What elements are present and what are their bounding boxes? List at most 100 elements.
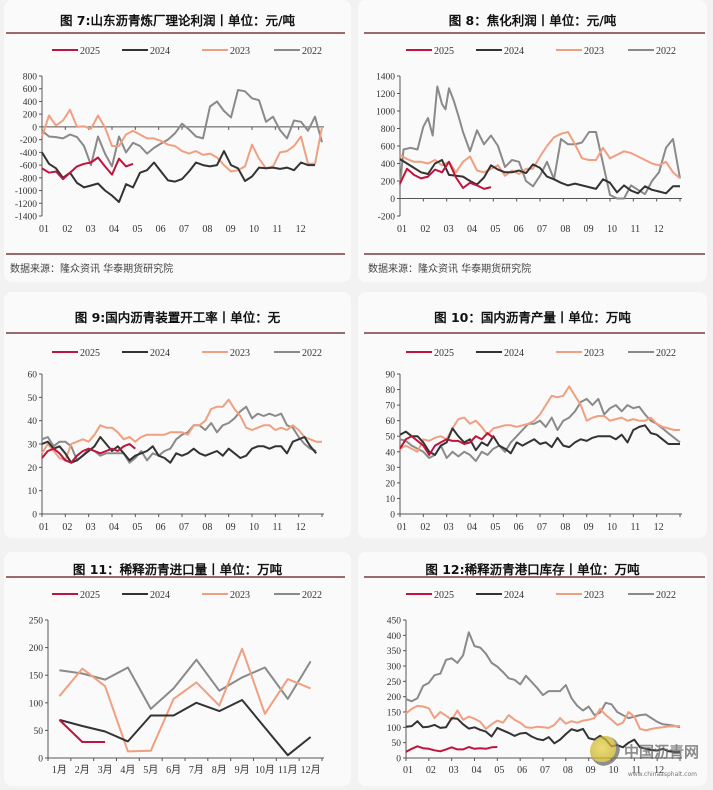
x-tick-label: 12: [654, 765, 664, 776]
x-tick-label: 07: [537, 522, 547, 533]
watermark: 中国沥青网: [589, 736, 699, 766]
y-tick-label: 600: [381, 143, 396, 153]
legend-label-2022: 2022: [302, 348, 322, 359]
x-tick-label: 04: [109, 522, 119, 533]
y-tick-label: 40: [28, 417, 38, 427]
legend-label-2025: 2025: [434, 46, 454, 57]
source-note: 数据来源：隆众资讯 华泰期货研究院: [368, 264, 532, 275]
x-tick-label: 02: [426, 765, 436, 776]
x-tick-label: 04: [472, 765, 482, 776]
series-line-2023: [41, 108, 323, 173]
y-tick-label: 60: [28, 371, 38, 381]
legend-label-2024: 2024: [150, 46, 170, 57]
chart-fig9: 2025 2024 2023 2022 60 50 40 30 20 10 001 02 03 04 05 0…: [28, 348, 324, 533]
chart-panel-fig12: 图 12:稀释沥青港口库存丨单位：万吨 2025 2024 2023 2022 450 4…: [358, 552, 707, 786]
x-tick-label: 08: [202, 224, 212, 235]
source-note: 数据来源：隆众资讯 华泰期货研究院: [10, 264, 174, 275]
series-line-2024: [59, 699, 312, 757]
x-tick-label: 05: [132, 224, 142, 235]
title-rule: [364, 576, 705, 578]
y-tick-label: 50: [28, 394, 38, 404]
y-tick-label: -1400: [15, 213, 37, 223]
y-tick-label: 450: [387, 617, 402, 627]
x-tick-label: 04: [467, 522, 477, 533]
legend: 2025 2024 2023 2022: [406, 46, 676, 57]
x-tick-label: 01: [39, 224, 49, 235]
legend-label-2025: 2025: [434, 590, 454, 601]
x-tick-label: 6月: [166, 764, 181, 776]
series-line-2022: [399, 397, 681, 463]
series-line-2024: [405, 717, 680, 753]
y-tick-label: 400: [23, 98, 38, 108]
y-tick-label: 20: [386, 479, 396, 489]
y-tick-label: 50: [386, 433, 396, 443]
legend-label-2023: 2023: [230, 590, 250, 601]
y-tick-label: -200: [378, 213, 396, 223]
chart-fig11: 2025 2024 2023 2022 250 200 150 100 50 0 1月 2月 3月 4月 5…: [29, 590, 324, 776]
y-tick-label: -200: [20, 136, 38, 146]
y-tick-label: 20: [28, 464, 38, 474]
x-tick-label: 4月: [120, 764, 135, 776]
legend-label-2022: 2022: [656, 348, 676, 359]
x-tick-label: 09: [226, 522, 236, 533]
chart-fig10: 2025 2024 2023 2022 90 80 70 60 50 40 30 20 10 001 02 0…: [386, 348, 682, 533]
legend-label-2022: 2022: [656, 590, 676, 601]
y-tick-label: 50: [34, 727, 44, 737]
y-tick-label: 400: [381, 160, 396, 170]
title-rule: [364, 332, 705, 334]
y-tick-label: 50: [392, 739, 402, 749]
title-rule: [6, 332, 345, 334]
title-rule: [6, 32, 345, 34]
series-line-2023: [399, 131, 681, 180]
x-tick-label: 03: [444, 224, 454, 235]
legend-label-2024: 2024: [504, 46, 524, 57]
y-tick-label: -400: [20, 149, 38, 159]
chart-panel-fig10: 图 10：国内沥青产量丨单位：万吨 2025 2024 2023 2022 90 80 70…: [358, 292, 707, 538]
y-tick-label: 90: [386, 371, 396, 381]
y-tick-label: 600: [23, 85, 38, 95]
x-tick-label: 07: [179, 522, 189, 533]
y-tick-label: 1400: [376, 73, 395, 83]
x-tick-label: 1月: [52, 764, 67, 776]
legend-label-2024: 2024: [504, 590, 524, 601]
legend-label-2025: 2025: [80, 590, 100, 601]
x-tick-label: 11: [631, 224, 641, 235]
x-tick-label: 12: [296, 224, 306, 235]
chart-title: 图 11：稀释沥青进口量丨单位：万吨: [72, 562, 283, 577]
series-line-2024: [41, 150, 315, 203]
legend-label-2023: 2023: [584, 46, 604, 57]
y-tick-label: 80: [386, 386, 396, 396]
y-tick-label: 250: [387, 678, 402, 688]
y-tick-label: 200: [381, 178, 396, 188]
y-tick-label: 800: [23, 73, 38, 83]
x-tick-label: 12: [296, 522, 306, 533]
x-tick-label: 11: [632, 765, 642, 776]
legend-label-2023: 2023: [584, 590, 604, 601]
chart-panel-fig8: 图 8：焦化利润丨单位：元/吨 2025 2024 2023 2022 1400 1200…: [358, 0, 707, 282]
x-tick-label: 02: [62, 522, 72, 533]
series-line-2022: [59, 658, 312, 710]
y-tick-label: 30: [28, 441, 38, 451]
y-tick-label: 0: [38, 755, 43, 765]
x-tick-label: 08: [560, 522, 570, 533]
y-tick-label: 200: [29, 644, 44, 654]
x-tick-label: 01: [403, 765, 413, 776]
chart-panel-fig7: 图 7:山东沥青炼厂理论利润丨单位：元/吨 2025 2024 2023 2022 80…: [4, 0, 351, 282]
x-tick-label: 08: [563, 765, 573, 776]
x-tick-label: 07: [540, 765, 550, 776]
y-tick-label: 10: [28, 487, 38, 497]
y-tick-label: 30: [386, 464, 396, 474]
x-tick-label: 05: [490, 522, 500, 533]
y-tick-label: 0: [396, 755, 401, 765]
series-line-2023: [41, 398, 322, 462]
title-rule: [6, 576, 345, 578]
x-tick-label: 02: [420, 522, 430, 533]
y-tick-label: 70: [386, 402, 396, 412]
y-tick-label: 150: [29, 672, 44, 682]
x-tick-label: 8月: [212, 764, 227, 776]
x-tick-label: 12月: [301, 764, 321, 776]
y-tick-label: -1000: [15, 187, 37, 197]
x-tick-label: 01: [397, 522, 407, 533]
legend: 2025 2024 2023 2022: [52, 348, 322, 359]
x-tick-label: 07: [537, 224, 547, 235]
